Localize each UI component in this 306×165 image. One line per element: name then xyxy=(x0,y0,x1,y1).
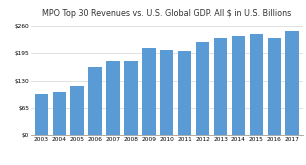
Bar xyxy=(250,34,263,135)
Bar xyxy=(196,42,209,135)
Bar xyxy=(267,38,281,135)
Bar xyxy=(285,31,299,135)
Bar xyxy=(70,86,84,135)
Bar xyxy=(232,36,245,135)
Bar xyxy=(124,61,138,135)
Bar xyxy=(53,92,66,135)
Bar xyxy=(106,61,120,135)
Title: MPO Top 30 Revenues vs. U.S. Global GDP. All $ in U.S. Billions: MPO Top 30 Revenues vs. U.S. Global GDP.… xyxy=(42,9,291,18)
Bar xyxy=(178,51,192,135)
Bar xyxy=(160,50,174,135)
Bar xyxy=(142,48,155,135)
Bar xyxy=(88,67,102,135)
Bar xyxy=(214,38,227,135)
Bar xyxy=(35,94,48,135)
